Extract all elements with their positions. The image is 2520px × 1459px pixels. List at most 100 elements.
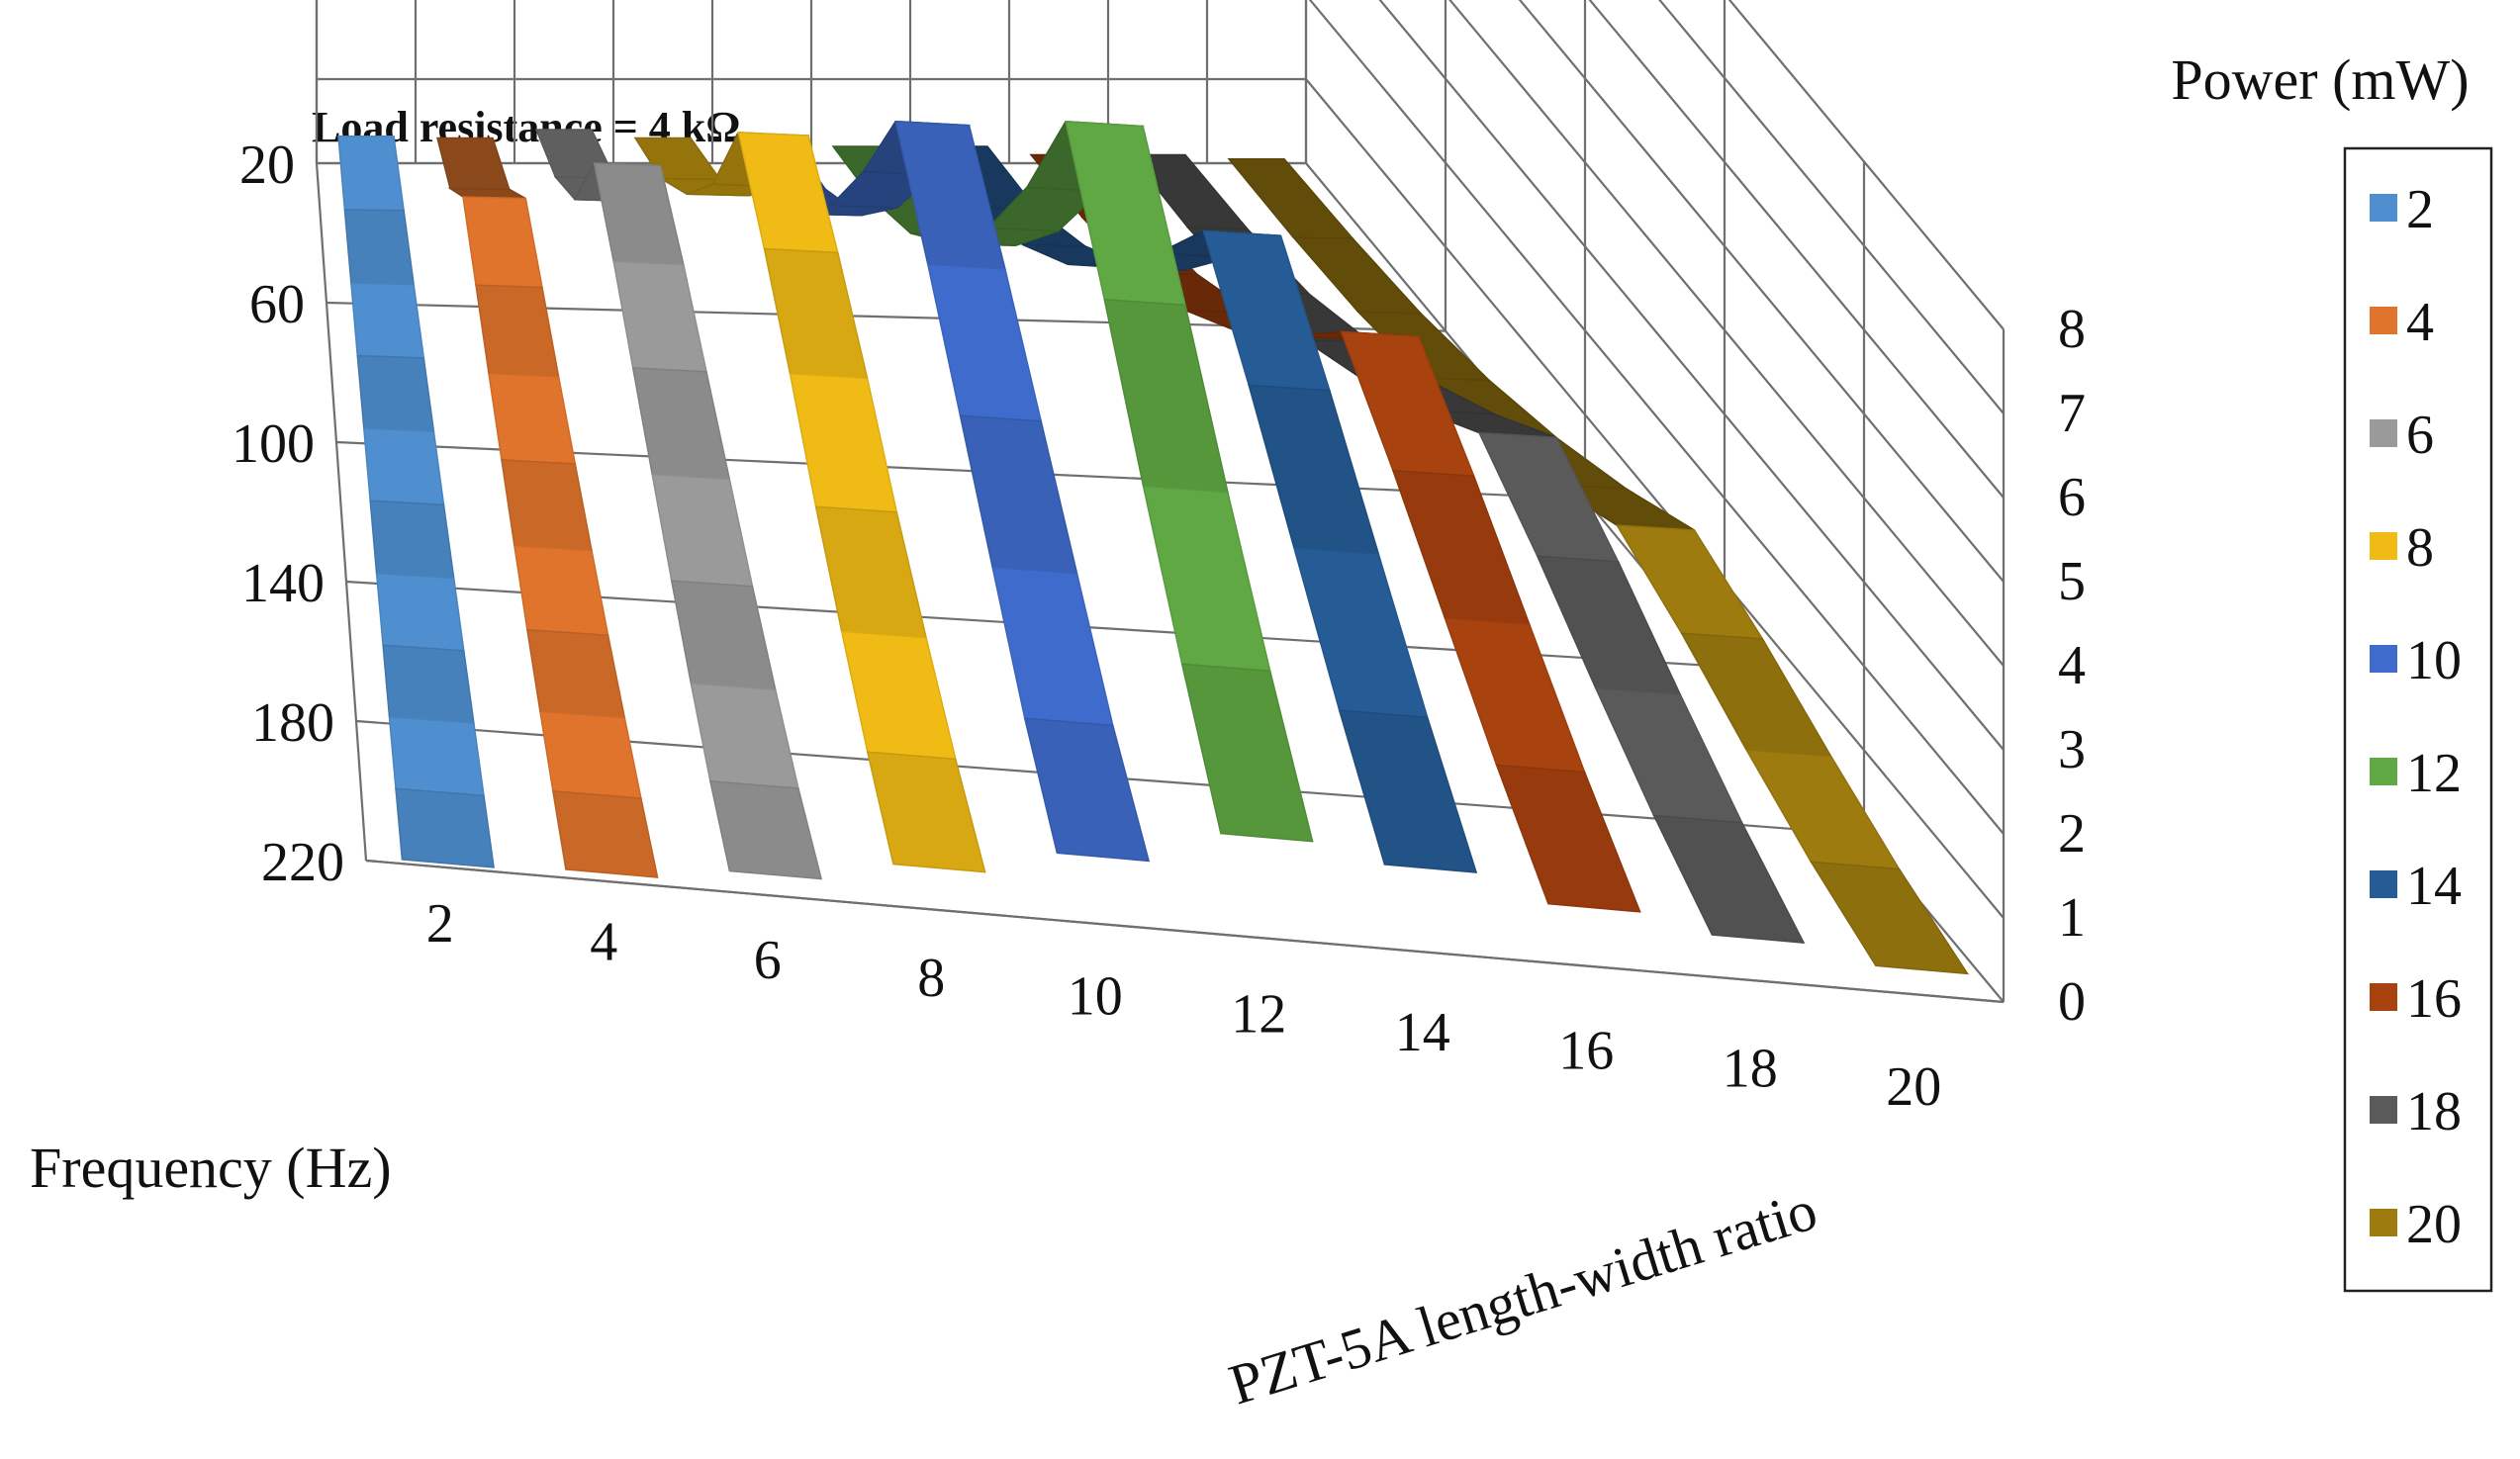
- z-tick-label: 3: [2058, 719, 2086, 780]
- ribbon-segment: [1744, 749, 1901, 870]
- grid-line-z: [1448, 0, 2005, 667]
- ratio-tick-label: 20: [1886, 1056, 1941, 1118]
- ribbon-ratio-10: [732, 120, 1151, 863]
- frequency-tick-label: 220: [261, 832, 344, 893]
- ribbon-segment: [959, 414, 1078, 575]
- ratio-tick-label: 14: [1395, 1002, 1450, 1063]
- ratio-tick-label: 18: [1723, 1039, 1778, 1100]
- z-tick-label: 2: [2058, 803, 2086, 865]
- ribbon-segment: [651, 473, 754, 588]
- z-tick-label: 7: [2058, 383, 2086, 444]
- legend-label: 20: [2406, 1194, 2462, 1255]
- legend-label: 2: [2406, 179, 2434, 240]
- ribbon-segment: [991, 566, 1114, 727]
- ribbon-segment: [763, 247, 869, 380]
- legend-frame: [2343, 146, 2493, 1293]
- axis-line-depth: [315, 162, 368, 862]
- ribbon-ratio-4: [436, 137, 659, 878]
- ratio-tick-label: 8: [917, 948, 945, 1009]
- ribbon-segment: [1227, 158, 1354, 239]
- legend-label: 18: [2406, 1081, 2462, 1142]
- ribbon-segment: [343, 209, 416, 286]
- ribbon-ratio-2: [337, 136, 495, 868]
- ribbon-segment: [1444, 616, 1586, 774]
- ribbon-segment: [1338, 709, 1478, 873]
- ratio-tick-label: 4: [590, 911, 617, 972]
- legend-swatch: [2370, 1209, 2397, 1236]
- ribbons-layer: [337, 120, 1970, 975]
- ribbon-segment: [1103, 298, 1229, 494]
- ribbon-ratio-8: [633, 132, 986, 873]
- legend-label: 14: [2406, 856, 2462, 917]
- ribbon-segment: [789, 372, 898, 513]
- z-tick-label: 0: [2058, 971, 2086, 1033]
- ribbon-segment: [362, 427, 445, 506]
- ribbon-segment: [631, 367, 731, 481]
- z-tick-label: 5: [2058, 551, 2086, 612]
- frequency-tick-label: 100: [232, 413, 315, 475]
- ribbon-segment: [369, 500, 455, 580]
- legend-label: 8: [2406, 517, 2434, 579]
- grid-line-z: [1378, 0, 2005, 751]
- ribbon-segment: [350, 282, 425, 359]
- ribbon-segment: [612, 260, 707, 373]
- ribbon-segment: [1594, 686, 1743, 824]
- ratio-tick-label: 6: [754, 930, 782, 991]
- ribbon-segment: [1023, 717, 1151, 863]
- legend-swatch: [2370, 983, 2397, 1011]
- frequency-tick-label: 60: [249, 274, 305, 335]
- ribbon-segment: [1180, 663, 1314, 843]
- ribbon-segment: [513, 544, 609, 637]
- z-tick-label: 6: [2058, 467, 2086, 528]
- ratio-tick-label: 16: [1558, 1020, 1614, 1081]
- ribbon-segment: [1248, 384, 1380, 555]
- ribbon-segment: [539, 710, 642, 799]
- ribbon-segment: [708, 779, 823, 880]
- ribbon-segment: [1810, 861, 1970, 975]
- ribbon-segment: [737, 132, 839, 254]
- z-tick-label: 8: [2058, 299, 2086, 360]
- z-tick-label: 4: [2058, 635, 2086, 696]
- ribbon-segment: [690, 682, 799, 789]
- frequency-tick-label: 20: [239, 135, 295, 196]
- legend-swatch: [2370, 645, 2397, 673]
- frequency-tick-label: 180: [251, 692, 334, 754]
- ratio-tick-label: 2: [426, 893, 454, 955]
- legend-swatch: [2370, 194, 2397, 222]
- ribbon-segment: [670, 580, 777, 690]
- legend-label: 4: [2406, 292, 2434, 353]
- ribbon-segment: [462, 196, 543, 289]
- legend-label: 12: [2406, 743, 2462, 804]
- ratio-tick-label: 10: [1068, 965, 1123, 1027]
- legend: 2 4 6 8 10 12 14 16 18 20: [2343, 146, 2493, 1293]
- ribbon-segment: [382, 644, 475, 724]
- ribbon-segment: [488, 372, 577, 465]
- legend-swatch: [2370, 758, 2397, 785]
- ribbon-segment: [375, 572, 465, 652]
- legend-swatch: [2370, 1096, 2397, 1124]
- legend-swatch: [2370, 532, 2397, 560]
- ribbon-segment: [475, 284, 560, 378]
- ribbon-segment: [1142, 485, 1271, 673]
- ribbon-segment: [926, 263, 1043, 422]
- legend-label: 10: [2406, 630, 2462, 691]
- ribbon-segment: [388, 715, 485, 797]
- grid-line-z: [1727, 0, 2005, 330]
- legend-swatch: [2370, 870, 2397, 898]
- frequency-tick-label: 140: [241, 553, 325, 614]
- legend-swatch: [2370, 307, 2397, 334]
- z-tick-label: 1: [2058, 887, 2086, 949]
- z-axis-title: Power (mW): [2171, 47, 2469, 112]
- ribbon-segment: [1292, 546, 1429, 719]
- grid-line-z: [1658, 0, 2005, 414]
- ribbon-segment: [356, 354, 435, 432]
- y-axis-title: Frequency (Hz): [30, 1136, 392, 1200]
- x-axis-title: PZT-5A length-width ratio: [1222, 1177, 1824, 1416]
- grid-line-z: [1308, 0, 2005, 835]
- ribbon-segment: [1495, 764, 1641, 913]
- legend-label: 16: [2406, 968, 2462, 1030]
- grid-line-z: [1588, 0, 2005, 499]
